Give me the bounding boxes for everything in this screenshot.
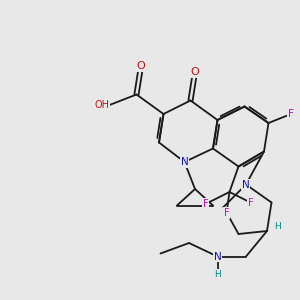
Text: H: H — [214, 270, 221, 279]
Text: F: F — [288, 109, 294, 119]
Text: N: N — [242, 179, 250, 190]
Text: F: F — [203, 199, 208, 209]
Text: OH: OH — [94, 100, 110, 110]
Text: N: N — [214, 251, 221, 262]
Text: N: N — [181, 157, 188, 167]
Text: H: H — [274, 222, 281, 231]
Text: O: O — [136, 61, 146, 71]
Text: F: F — [224, 208, 229, 218]
Text: O: O — [190, 67, 200, 77]
Text: F: F — [248, 197, 253, 208]
